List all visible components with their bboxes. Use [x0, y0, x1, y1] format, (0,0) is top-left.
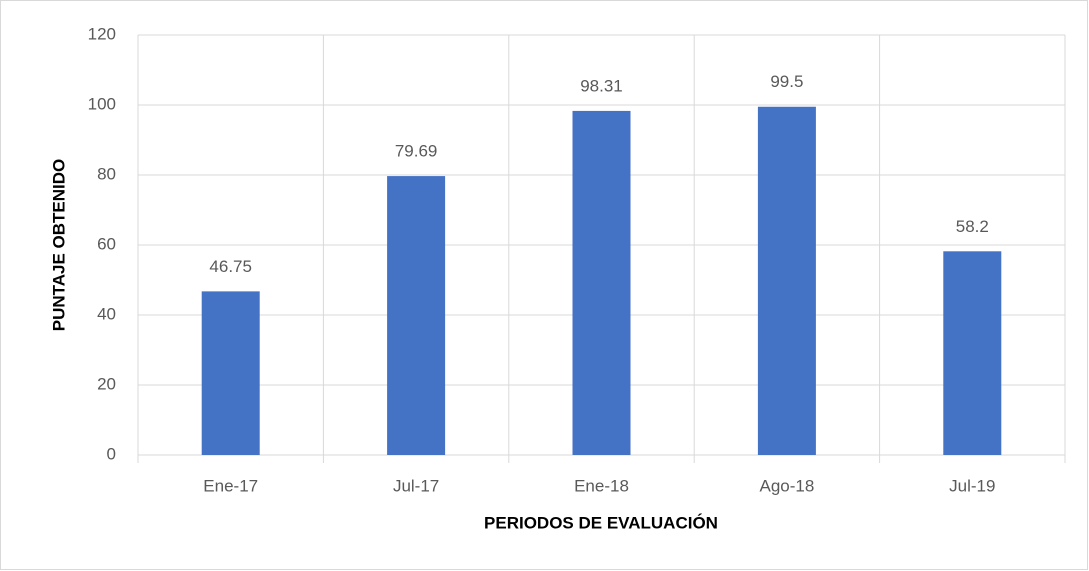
bar: [757, 106, 816, 455]
bar: [201, 291, 260, 455]
y-tick-label: 60: [97, 234, 116, 253]
x-axis-title: PERIODOS DE EVALUACIÓN: [484, 513, 718, 532]
data-label: 46.75: [209, 257, 252, 276]
x-tick-label: Jul-19: [949, 476, 995, 495]
data-label: 58.2: [956, 217, 989, 236]
y-tick-label: 80: [97, 164, 116, 183]
bar: [943, 251, 1002, 455]
data-label: 98.31: [580, 76, 623, 95]
data-label: 79.69: [395, 142, 438, 161]
x-tick-label: Ene-17: [203, 476, 258, 495]
x-tick-label: Ago-18: [759, 476, 814, 495]
y-tick-label: 40: [97, 304, 116, 323]
y-tick-label: 0: [107, 444, 116, 463]
bar: [387, 176, 446, 455]
y-tick-label: 100: [88, 94, 116, 113]
x-tick-label: Ene-18: [574, 476, 629, 495]
y-tick-label: 20: [97, 374, 116, 393]
y-axis-title: PUNTAJE OBTENIDO: [49, 159, 68, 332]
x-tick-label: Jul-17: [393, 476, 439, 495]
y-tick-label: 120: [88, 24, 116, 43]
bar: [572, 110, 631, 455]
data-label: 99.5: [770, 72, 803, 91]
